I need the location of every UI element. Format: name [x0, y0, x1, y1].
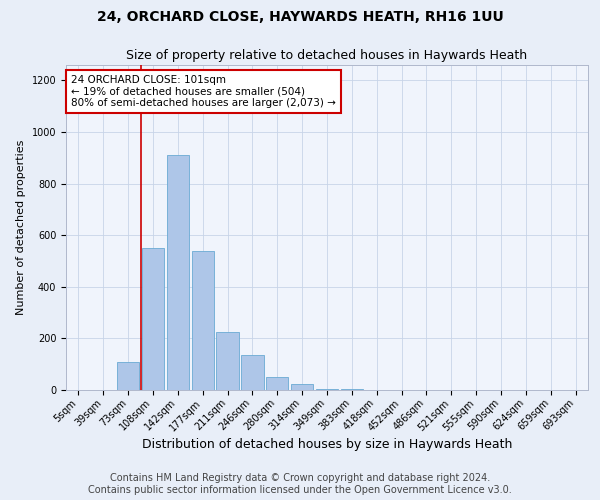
Bar [266, 377, 289, 390]
Bar [217, 332, 239, 390]
Text: 24 ORCHARD CLOSE: 101sqm
← 19% of detached houses are smaller (504)
80% of semi-: 24 ORCHARD CLOSE: 101sqm ← 19% of detach… [71, 74, 336, 108]
Bar [142, 248, 164, 390]
Bar [191, 250, 214, 390]
Bar [117, 362, 139, 390]
Text: 24, ORCHARD CLOSE, HAYWARDS HEATH, RH16 1UU: 24, ORCHARD CLOSE, HAYWARDS HEATH, RH16 … [97, 10, 503, 24]
Bar [241, 355, 263, 390]
Text: Contains HM Land Registry data © Crown copyright and database right 2024.
Contai: Contains HM Land Registry data © Crown c… [88, 474, 512, 495]
Bar [167, 156, 189, 390]
X-axis label: Distribution of detached houses by size in Haywards Heath: Distribution of detached houses by size … [142, 438, 512, 451]
Bar [291, 384, 313, 390]
Title: Size of property relative to detached houses in Haywards Heath: Size of property relative to detached ho… [127, 50, 527, 62]
Y-axis label: Number of detached properties: Number of detached properties [16, 140, 26, 315]
Bar [316, 388, 338, 390]
